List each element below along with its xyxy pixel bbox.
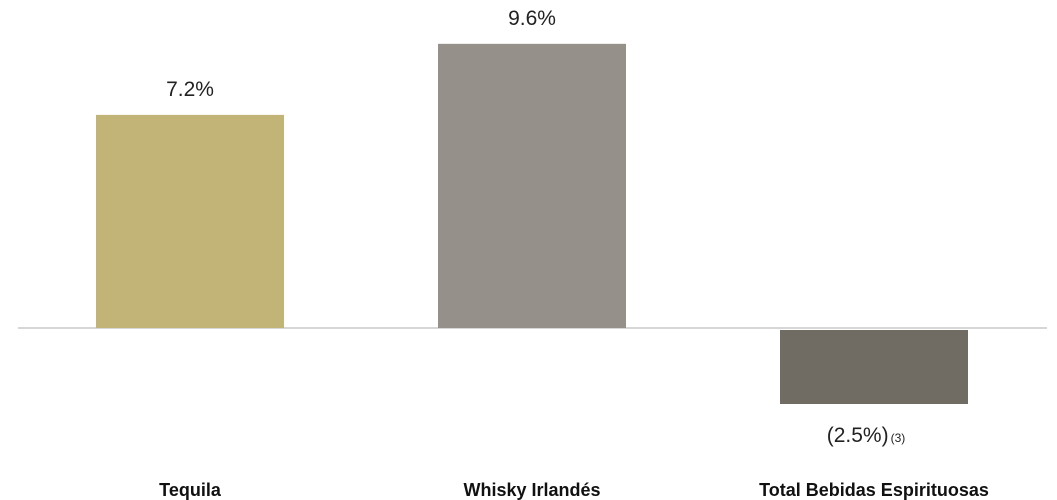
value-label-tequila: 7.2% [166,78,214,101]
bar-total-bebidas-espirituosas [780,330,968,404]
value-label-text: (2.5%) [827,424,889,447]
bars-layer [96,43,968,404]
bar-whisky-irlandes [438,43,626,329]
category-label-whisky-irlandes: Whisky Irlandés [463,480,600,500]
value-label-text: 9.6% [508,7,556,30]
value-label-whisky-irlandes: 9.6% [508,7,556,30]
category-label-tequila: Tequila [159,480,222,500]
category-label-total-bebidas-espirituosas: Total Bebidas Espirituosas [759,480,989,500]
value-labels-layer: 7.2% 9.6% (2.5%) (3) [166,7,905,447]
footnote-marker: (3) [891,431,906,445]
bar-tequila [96,114,284,328]
category-labels-layer: Tequila Whisky Irlandés Total Bebidas Espi… [159,480,989,500]
value-label-total-bebidas-espirituosas: (2.5%) (3) [827,424,906,447]
value-label-text: 7.2% [166,78,214,101]
